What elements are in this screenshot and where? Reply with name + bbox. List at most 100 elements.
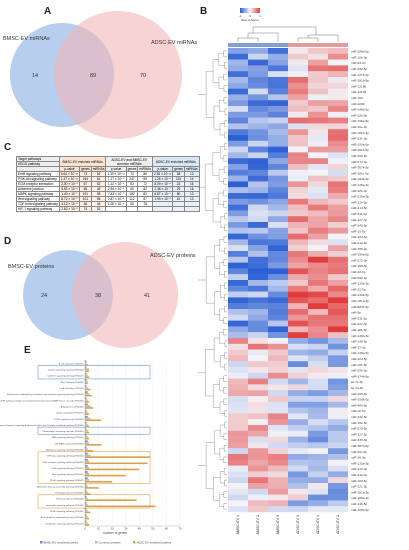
- heatmap-cell: [268, 297, 288, 304]
- heatmap-cell: [288, 256, 308, 263]
- heatmap-cell: [268, 239, 288, 246]
- heatmap-cell: [308, 268, 328, 275]
- row-dendrogram-branch: [213, 105, 221, 130]
- heatmap-cell: [288, 419, 308, 426]
- table-cell-value: 8.72 × 10⁻⁵: [58, 196, 81, 202]
- heatmap-cell: [228, 82, 248, 89]
- heatmap-cell: [288, 140, 308, 147]
- heatmap-cell: [228, 488, 248, 495]
- bar-chart-x-tick-label: 0: [84, 527, 86, 531]
- heatmap-row-label: miR-193a-3p: [351, 177, 369, 181]
- heatmap-cell: [268, 233, 288, 240]
- heatmap-cell: [248, 407, 268, 414]
- bar: [85, 495, 87, 498]
- heatmap-cell: [228, 454, 248, 460]
- heatmap-cell: [308, 309, 328, 315]
- venn-count-adsc-proteins-only: 41: [144, 293, 150, 299]
- heatmap-row-label: miR-181c-5p: [351, 171, 369, 175]
- heatmap-cell: [228, 227, 248, 234]
- table-cell-value: 6.87 × 10⁻⁴: [151, 191, 174, 197]
- heatmap-cell: [248, 256, 268, 263]
- heatmap-cell: [248, 483, 268, 489]
- heatmap-cell: [328, 53, 348, 60]
- heatmap-cell: [268, 187, 288, 194]
- heatmap-cell: [288, 407, 308, 414]
- row-dendrogram-branch: [224, 352, 227, 359]
- heatmap-cell: [328, 459, 348, 466]
- bar-chart-category-label: p38 MAPK pathway (P05918): [55, 442, 84, 445]
- panel-letter-c: C: [4, 142, 12, 153]
- heatmap-cell: [248, 285, 268, 292]
- heatmap-cell: [328, 280, 348, 286]
- row-dendrogram-branch: [223, 201, 227, 208]
- heatmap-cell: [288, 349, 308, 356]
- bar: [85, 456, 151, 458]
- row-dendrogram-branch: [224, 421, 227, 429]
- heatmap-cell: [328, 262, 348, 269]
- bar-chart-category-label: T cell activation (P00053): [59, 387, 84, 390]
- heatmap-cell: [248, 251, 268, 257]
- heatmap-cell: [328, 488, 348, 495]
- heatmap-cell: [228, 181, 248, 188]
- heatmap-cell: [328, 82, 348, 89]
- heatmap-cell: [328, 187, 348, 194]
- bar: [85, 474, 126, 477]
- heatmap-row-label: miR-92b-3p: [351, 189, 367, 193]
- bar-chart-category-label: Endothelin signaling pathway (P00019): [46, 522, 84, 525]
- heatmap-cell: [268, 216, 288, 223]
- heatmap-cell: [268, 268, 288, 275]
- heatmap-cell: [308, 442, 328, 449]
- heatmap-row-label: miR-125a-3p: [351, 461, 369, 465]
- heatmap-cell: [228, 500, 248, 507]
- heatmap-cell: [328, 106, 348, 112]
- heatmap-cell: [268, 396, 288, 402]
- row-dendrogram-branch: [223, 456, 227, 463]
- bar: [85, 448, 88, 451]
- heatmap-cell: [248, 390, 268, 397]
- heatmap-cell: [248, 239, 268, 246]
- table-cell-pathway: ECM-receptor interaction: [16, 181, 60, 187]
- heatmap-cell: [228, 65, 248, 72]
- row-dendrogram-branch: [214, 430, 221, 455]
- heatmap-row-label: miR-22-3p: [351, 270, 366, 274]
- column-dendrogram-branch: [237, 37, 259, 42]
- heatmap-cell: [248, 314, 268, 321]
- heatmap-cell: [248, 326, 268, 333]
- heatmap-cell: [328, 384, 348, 391]
- heatmap-cell: [248, 320, 268, 327]
- heatmap-cell: [308, 117, 328, 124]
- bar-chart-category-label: FGF signaling pathway (P00021): [52, 467, 84, 470]
- row-dendrogram-branch: [219, 424, 225, 437]
- row-dendrogram-branch: [219, 239, 225, 252]
- bar: [85, 460, 90, 463]
- heatmap-cell: [288, 494, 308, 501]
- table-cell-value: 2.54 × 10⁻⁸: [105, 186, 127, 192]
- heatmap-cell: [248, 175, 268, 182]
- row-dendrogram-branch: [223, 317, 227, 324]
- heatmap-row-label: miR-432-5p: [351, 67, 367, 71]
- heatmap-cell: [228, 198, 248, 205]
- heatmap-cell: [288, 355, 308, 362]
- heatmap-cell: [288, 71, 308, 78]
- heatmap-cell: [328, 94, 348, 101]
- heatmap-cell: [228, 459, 248, 466]
- heatmap-cell: [248, 419, 268, 426]
- heatmap-cell: [308, 326, 328, 333]
- bar-chart-legend-label: BMSC-EV enriched proteins: [44, 540, 80, 544]
- heatmap-cell: [268, 135, 288, 141]
- heatmap-cell: [228, 355, 248, 362]
- heatmap-cell: [268, 106, 288, 112]
- bar: [85, 480, 113, 483]
- row-dendrogram-branch: [223, 155, 227, 162]
- row-dendrogram-branch: [220, 355, 225, 368]
- heatmap-cell: [268, 245, 288, 252]
- heatmap-cell: [308, 303, 328, 310]
- heatmap-cell: [248, 454, 268, 460]
- row-dendrogram-branch: [223, 97, 227, 104]
- heatmap-cell: [228, 100, 248, 107]
- bar-chart-category-labels: B cell activation (P00010) Integrin signa…: [0, 362, 84, 525]
- heatmap-cell: [228, 239, 248, 246]
- heatmap-cell: [228, 204, 248, 211]
- table-header-adsc-group: ADSC-EV enriched miRNAs: [152, 156, 200, 167]
- heatmap-cell: [268, 407, 288, 414]
